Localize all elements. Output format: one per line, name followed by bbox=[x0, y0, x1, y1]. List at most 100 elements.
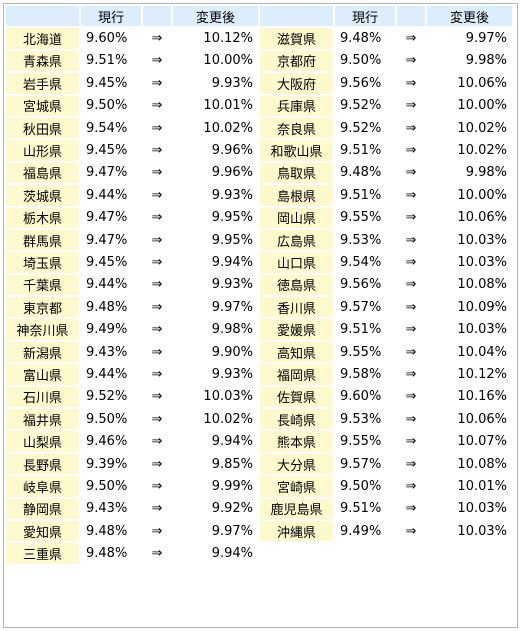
new-rate: 10.06% bbox=[457, 210, 507, 226]
arrow-icon: ⇒ bbox=[151, 456, 163, 472]
current-rate: 9.55% bbox=[340, 210, 382, 226]
new-rate: 9.94% bbox=[211, 434, 253, 450]
new-rate: 9.93% bbox=[211, 277, 253, 293]
current-rate: 9.58% bbox=[340, 366, 382, 382]
arrow-icon: ⇒ bbox=[405, 322, 417, 338]
prefecture-name: 島根県 bbox=[260, 185, 333, 206]
current-rate: 9.56% bbox=[340, 75, 382, 91]
prefecture-name: 岡山県 bbox=[260, 207, 333, 228]
current-rate: 9.52% bbox=[340, 98, 382, 114]
arrow-icon: ⇒ bbox=[151, 478, 163, 494]
new-rate: 10.08% bbox=[457, 277, 507, 293]
table-row: 青森県 9.51% ⇒ 10.00% 京都府 9.50% ⇒ 9.98% bbox=[6, 50, 512, 72]
new-rate: 10.00% bbox=[457, 187, 507, 203]
new-rate: 10.08% bbox=[457, 456, 507, 472]
prefecture-name: 青森県 bbox=[6, 50, 79, 72]
table-row: 山形県 9.45% ⇒ 9.96% 和歌山県 9.51% ⇒ 10.02% bbox=[6, 140, 512, 161]
new-rate: 9.98% bbox=[465, 53, 507, 69]
table-row: 岩手県 9.45% ⇒ 9.93% 大阪府 9.56% ⇒ 10.06% bbox=[6, 73, 512, 94]
current-rate: 9.44% bbox=[86, 366, 128, 382]
arrow-icon: ⇒ bbox=[405, 165, 417, 181]
arrow-icon: ⇒ bbox=[405, 478, 417, 494]
table-row: 長野県 9.39% ⇒ 9.85% 大分県 9.57% ⇒ 10.08% bbox=[6, 453, 512, 475]
current-rate: 9.50% bbox=[86, 478, 128, 494]
current-rate: 9.54% bbox=[86, 120, 128, 136]
new-rate: 9.96% bbox=[211, 143, 253, 159]
prefecture-name: 沖縄県 bbox=[260, 520, 333, 542]
new-rate: 9.98% bbox=[465, 165, 507, 181]
current-rate: 9.48% bbox=[86, 523, 128, 539]
arrow-icon: ⇒ bbox=[151, 53, 163, 69]
current-rate: 9.57% bbox=[340, 456, 382, 472]
arrow-icon: ⇒ bbox=[151, 143, 163, 159]
new-rate: 10.06% bbox=[457, 411, 507, 427]
arrow-icon: ⇒ bbox=[405, 501, 417, 517]
new-rate: 10.02% bbox=[203, 120, 253, 136]
prefecture-name: 福井県 bbox=[6, 409, 79, 430]
current-rate: 9.45% bbox=[86, 254, 128, 270]
header-arrow-right bbox=[397, 6, 425, 27]
current-rate: 9.56% bbox=[340, 277, 382, 293]
arrow-icon: ⇒ bbox=[405, 75, 417, 91]
current-rate: 9.55% bbox=[340, 434, 382, 450]
table-row: 静岡県 9.43% ⇒ 9.92% 鹿児島県 9.51% ⇒ 10.03% bbox=[6, 498, 512, 519]
current-rate: 9.55% bbox=[340, 344, 382, 360]
arrow-icon: ⇒ bbox=[151, 165, 163, 181]
prefecture-name: 徳島県 bbox=[260, 274, 333, 296]
table-row: 東京都 9.48% ⇒ 9.97% 香川県 9.57% ⇒ 10.09% bbox=[6, 297, 512, 318]
prefecture-name: 鹿児島県 bbox=[260, 498, 333, 519]
rate-table: 現行 変更後 現行 変更後 北海道 9.60% ⇒ 10.12% 滋賀県 9.48% ⇒ 9.… bbox=[4, 4, 514, 566]
arrow-icon: ⇒ bbox=[151, 120, 163, 136]
current-rate: 9.53% bbox=[340, 232, 382, 248]
header-after-right: 変更後 bbox=[427, 6, 512, 27]
arrow-icon: ⇒ bbox=[405, 277, 417, 293]
arrow-icon: ⇒ bbox=[151, 187, 163, 203]
arrow-icon: ⇒ bbox=[151, 366, 163, 382]
new-rate: 9.85% bbox=[211, 456, 253, 472]
current-rate: 9.53% bbox=[340, 411, 382, 427]
new-rate: 9.95% bbox=[211, 210, 253, 226]
new-rate: 10.01% bbox=[203, 98, 253, 114]
current-rate: 9.52% bbox=[86, 389, 128, 405]
prefecture-name: 京都府 bbox=[260, 50, 333, 72]
prefecture-name: 山形県 bbox=[6, 140, 79, 161]
prefecture-name: 静岡県 bbox=[6, 498, 79, 519]
prefecture-name: 長野県 bbox=[6, 453, 79, 475]
new-rate: 10.02% bbox=[457, 143, 507, 159]
prefecture-name: 宮城県 bbox=[6, 95, 79, 116]
new-rate: 9.99% bbox=[211, 478, 253, 494]
new-rate: 10.03% bbox=[457, 501, 507, 517]
current-rate: 9.49% bbox=[86, 322, 128, 338]
table-row: 岐阜県 9.50% ⇒ 9.99% 宮崎県 9.50% ⇒ 10.01% bbox=[6, 476, 512, 497]
current-rate: 9.60% bbox=[340, 389, 382, 405]
arrow-icon: ⇒ bbox=[405, 53, 417, 69]
prefecture-name: 山梨県 bbox=[6, 431, 79, 452]
arrow-icon: ⇒ bbox=[405, 143, 417, 159]
table-row: 三重県 9.48% ⇒ 9.94% bbox=[6, 543, 512, 564]
new-rate: 9.97% bbox=[465, 31, 507, 47]
prefecture-name: 高知県 bbox=[260, 341, 333, 363]
new-rate: 10.03% bbox=[203, 389, 253, 405]
header-row: 現行 変更後 現行 変更後 bbox=[6, 6, 512, 27]
arrow-icon: ⇒ bbox=[151, 546, 163, 562]
prefecture-name: 茨城県 bbox=[6, 185, 79, 206]
table-row: 北海道 9.60% ⇒ 10.12% 滋賀県 9.48% ⇒ 9.97% bbox=[6, 28, 512, 49]
current-rate: 9.50% bbox=[340, 53, 382, 69]
current-rate: 9.48% bbox=[340, 31, 382, 47]
arrow-icon: ⇒ bbox=[151, 389, 163, 405]
current-rate: 9.49% bbox=[340, 523, 382, 539]
arrow-icon: ⇒ bbox=[151, 299, 163, 315]
new-rate: 9.92% bbox=[211, 501, 253, 517]
prefecture-name: 三重県 bbox=[6, 543, 79, 564]
new-rate: 10.02% bbox=[457, 120, 507, 136]
empty-cell bbox=[260, 543, 512, 564]
arrow-icon: ⇒ bbox=[405, 98, 417, 114]
header-blank-left bbox=[6, 6, 79, 27]
arrow-icon: ⇒ bbox=[151, 210, 163, 226]
prefecture-name: 香川県 bbox=[260, 297, 333, 318]
new-rate: 9.93% bbox=[211, 366, 253, 382]
prefecture-name: 広島県 bbox=[260, 229, 333, 251]
current-rate: 9.51% bbox=[340, 143, 382, 159]
arrow-icon: ⇒ bbox=[151, 344, 163, 360]
prefecture-name: 神奈川県 bbox=[6, 319, 79, 340]
